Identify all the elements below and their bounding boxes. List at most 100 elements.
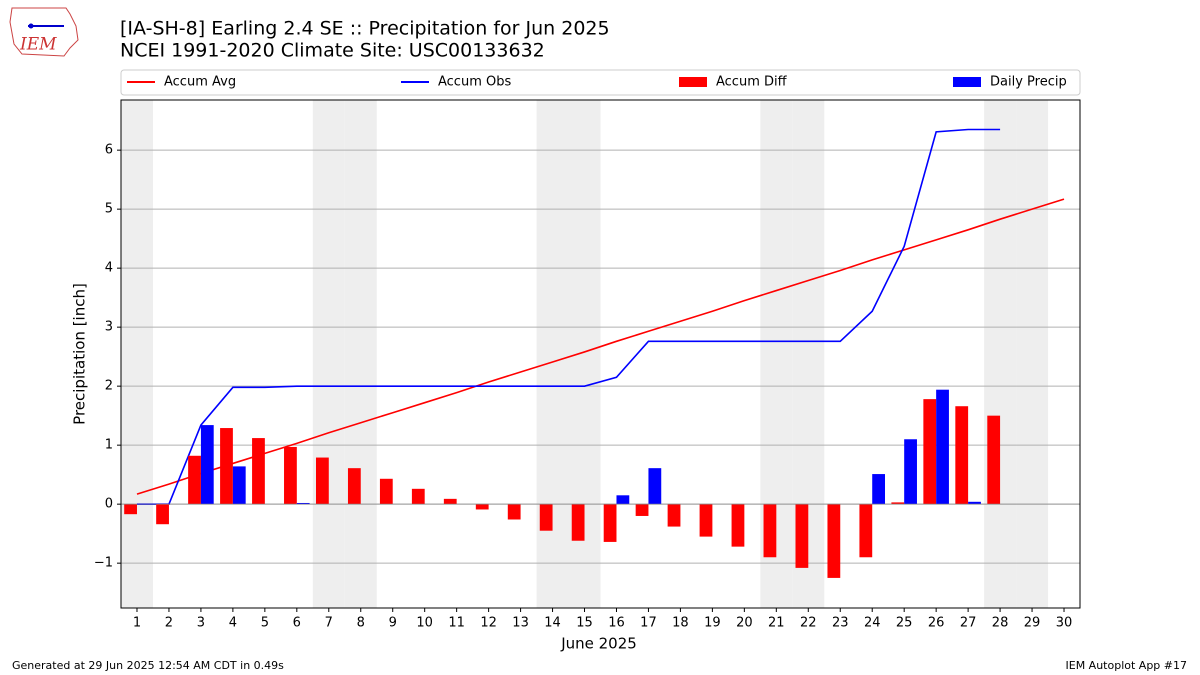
logo: IEM <box>9 7 79 57</box>
bar <box>891 502 905 505</box>
x-tick-label: 9 <box>389 616 397 631</box>
x-tick-label: 10 <box>416 616 433 631</box>
y-tick-label: 3 <box>105 320 113 335</box>
x-tick-label: 7 <box>325 616 333 631</box>
bar <box>859 504 873 558</box>
x-tick-label: 20 <box>736 616 753 631</box>
x-tick-label: 29 <box>1024 616 1041 631</box>
bar <box>923 399 937 505</box>
x-tick-label: 14 <box>544 616 561 631</box>
line <box>136 128 1001 505</box>
bar <box>731 504 745 547</box>
x-tick-label: 1 <box>133 616 141 631</box>
bar <box>284 446 297 505</box>
y-tick-label: 6 <box>105 143 113 158</box>
x-tick-label: 15 <box>576 616 593 631</box>
legend-box <box>120 69 1081 96</box>
legend-swatch <box>679 77 707 87</box>
bar <box>955 406 969 505</box>
bar <box>232 466 246 505</box>
x-tick-label: 18 <box>672 616 689 631</box>
x-tick-label: 28 <box>992 616 1009 631</box>
legend-label: Accum Obs <box>438 75 511 90</box>
x-tick-label: 30 <box>1056 616 1073 631</box>
plot-marks <box>124 128 1065 578</box>
bar <box>763 504 777 558</box>
bar <box>296 502 310 505</box>
bar <box>347 468 361 505</box>
y-tick-label: 0 <box>105 497 113 512</box>
bar <box>188 455 201 505</box>
weekend-shade <box>1016 100 1049 608</box>
weekend-shade <box>536 100 569 608</box>
x-tick-label: 24 <box>864 616 881 631</box>
legend-swatch <box>953 77 981 87</box>
x-tick-label: 16 <box>608 616 625 631</box>
x-tick-label: 22 <box>800 616 817 631</box>
bar <box>571 504 585 541</box>
logo-text: IEM <box>19 35 57 55</box>
bar <box>699 504 713 537</box>
chart-subtitle: NCEI 1991-2020 Climate Site: USC00133632 <box>120 40 545 62</box>
bar <box>635 504 649 516</box>
x-tick-label: 17 <box>640 616 657 631</box>
bar <box>475 504 489 510</box>
x-tick-label: 4 <box>229 616 237 631</box>
weekend-shade <box>344 100 377 608</box>
bar <box>252 438 265 505</box>
x-tick-label: 6 <box>293 616 301 631</box>
y-axis-label: Precipitation [inch] <box>71 283 89 425</box>
x-tick-label: 5 <box>261 616 269 631</box>
chart-title: [IA-SH-8] Earling 2.4 SE :: Precipitatio… <box>120 18 610 40</box>
bar <box>603 504 617 542</box>
bar <box>827 504 841 578</box>
bar <box>795 504 809 568</box>
x-axis-label: June 2025 <box>560 635 637 653</box>
bar <box>507 504 521 520</box>
legend-label: Daily Precip <box>990 75 1067 90</box>
bar <box>315 457 329 505</box>
weekend-shade <box>121 100 153 608</box>
y-tick-label: 1 <box>105 438 113 453</box>
bar <box>616 495 630 505</box>
line <box>136 198 1065 495</box>
plot-frame <box>120 99 1081 609</box>
legend-label: Accum Diff <box>716 75 788 90</box>
bar <box>987 415 1001 505</box>
bar <box>200 425 214 505</box>
weekend-shade <box>984 100 1017 608</box>
bar <box>872 474 886 505</box>
bar <box>539 504 553 531</box>
y-tick-label: 2 <box>105 379 113 394</box>
bar <box>124 504 137 515</box>
y-tick-label: 5 <box>105 202 113 217</box>
x-tick-label: 8 <box>357 616 365 631</box>
x-tick-label: 27 <box>960 616 977 631</box>
x-tick-label: 2 <box>165 616 173 631</box>
footer-right: IEM Autoplot App #17 <box>1066 659 1188 672</box>
bar <box>379 478 393 505</box>
x-tick-label: 25 <box>896 616 913 631</box>
x-tick-label: 21 <box>768 616 785 631</box>
bar <box>936 389 949 505</box>
x-tick-label: 12 <box>480 616 497 631</box>
bar <box>156 504 169 525</box>
bar <box>443 498 457 505</box>
weekend-shade <box>312 100 345 608</box>
y-tick-label: 4 <box>105 261 113 276</box>
x-tick-label: 26 <box>928 616 945 631</box>
bar <box>904 439 917 505</box>
footer-left: Generated at 29 Jun 2025 12:54 AM CDT in… <box>12 659 284 672</box>
y-tick-label: −1 <box>94 556 113 571</box>
x-tick-label: 11 <box>448 616 465 631</box>
legend-label: Accum Avg <box>164 75 236 90</box>
bar <box>667 504 681 527</box>
x-tick-label: 19 <box>704 616 721 631</box>
bar <box>968 501 981 505</box>
x-tick-label: 3 <box>197 616 205 631</box>
x-tick-label: 13 <box>512 616 529 631</box>
bar <box>220 428 233 505</box>
x-tick-label: 23 <box>832 616 849 631</box>
